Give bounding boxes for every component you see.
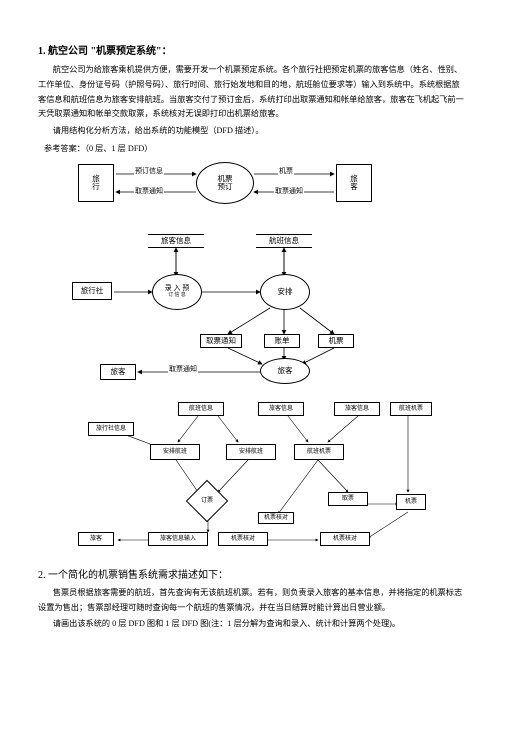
dfd2-n3b: 旅客信息 — [334, 402, 380, 416]
section1-number: 1. — [38, 46, 46, 57]
dfd1-p3: 旅客 — [260, 358, 310, 384]
section2-para1: 售票员根据旅客需要的航班，首先查询有无该航班机票。若有，则负责录入旅客的基本信息… — [38, 586, 467, 616]
dfd1-p1-l2: 订 信 息 — [168, 293, 186, 299]
dfd1-store1-label: 旅客信息 — [161, 237, 191, 245]
dfd1-ea: 取票通知 — [206, 337, 236, 345]
dfd0-diagram: 旅 行 机票 预订 旅 客 预订信息 取票通知 机票 取票通知 — [78, 160, 378, 218]
dfd2-n9: 旅客信息输入 — [148, 532, 208, 546]
dfd1-ec: 机票 — [329, 337, 344, 345]
dfd0-edge3: 机票 — [278, 166, 294, 176]
dfd1-edge-a: 取票通知 — [200, 334, 242, 348]
dfd1-ext1: 旅行社 — [72, 282, 112, 300]
dfd2-n11: 旅客 — [78, 532, 114, 546]
dfd0-proc-l2: 预订 — [218, 183, 233, 191]
section2-number: 2. — [38, 570, 46, 581]
dfd1-edge-b: 账单 — [264, 334, 300, 348]
section1-para1: 航空公司为给旅客乘机提供方便，需要开发一个机票预定系统。各个旅行社把预定机票的旅… — [38, 63, 467, 122]
dfd1-p1-l1: 录 入 预 — [165, 285, 190, 293]
dfd2-diagram: 旅行社信息 航班信息 旅客信息 旅客信息 航班机票 安排航班 安排航班 航班机票… — [58, 392, 438, 562]
section2-para2: 请画出该系统的 0 层 DFD 图和 1 层 DFD 图(注：1 层分解为查询和… — [38, 617, 467, 632]
answer-label: 参考答案：（0 层、1 层 DFD） — [44, 142, 467, 154]
dfd1-eb: 账单 — [275, 337, 290, 345]
dfd1-store1: 旅客信息 — [148, 234, 204, 248]
section1-para2: 请用结构化分析方法，给出系统的功能模型（DFD 描述）。 — [38, 124, 467, 139]
dfd2-n10: 机票核对 — [218, 532, 268, 546]
dfd1-edge-d: 取票通知 — [168, 364, 198, 374]
dfd1-diagram: 旅客信息 航班信息 旅行社 录 入 预 订 信 息 安排 取票通知 账单 机票 … — [68, 226, 388, 386]
dfd1-p3-label: 旅客 — [278, 367, 293, 375]
section1-title-pre: 航空公司 — [48, 46, 88, 57]
dfd2-n6: 订票 — [200, 495, 214, 504]
dfd2-n10c: 机票核对 — [320, 532, 370, 546]
dfd2-n8: 机票 — [396, 494, 426, 510]
section2-title: 一个简化的机票销售系统需求描述如下： — [48, 570, 228, 581]
section2-heading: 2. 一个简化的机票销售系统需求描述如下： — [38, 566, 467, 581]
dfd1-store2-label: 航班信息 — [269, 237, 299, 245]
dfd2-n4t: 航班机票 — [390, 402, 432, 416]
section1-heading: 1. 航空公司 "机票预定系统"： — [38, 42, 467, 57]
dfd1-ext1-label: 旅行社 — [81, 287, 104, 295]
dfd0-ext1-l2: 行 — [92, 183, 100, 191]
dfd2-n2: 航班信息 — [178, 402, 224, 416]
dfd0-process: 机票 预订 — [196, 162, 254, 204]
dfd1-ext2-label: 旅客 — [111, 368, 126, 376]
dfd1-store2: 航班信息 — [256, 234, 312, 248]
dfd2-n3: 旅客信息 — [258, 402, 304, 416]
dfd0-edge4: 取票通知 — [274, 186, 304, 196]
dfd0-external1: 旅 行 — [78, 164, 114, 202]
dfd2-n5b: 安排航班 — [226, 444, 276, 460]
dfd2-n10b: 机票核对 — [258, 512, 294, 524]
dfd0-edge1: 预订信息 — [134, 166, 164, 176]
dfd1-p2-label: 安排 — [278, 288, 293, 296]
dfd1-p1: 录 入 预 订 信 息 — [152, 274, 202, 310]
dfd0-external2: 旅 客 — [336, 164, 372, 202]
dfd1-p2: 安排 — [260, 274, 310, 310]
section1-title-quoted: "机票预定系统"： — [91, 46, 172, 57]
dfd1-edge-c: 机票 — [318, 334, 354, 348]
dfd0-ext2-l2: 客 — [350, 183, 358, 191]
dfd2-n1: 旅行社信息 — [88, 422, 134, 436]
dfd2-n7: 取票 — [328, 492, 368, 506]
dfd2-n5: 安排航班 — [150, 444, 200, 460]
dfd1-ext2: 旅客 — [100, 364, 136, 380]
dfd2-n4: 航班机票 — [294, 444, 344, 460]
dfd0-edge2: 取票通知 — [134, 186, 164, 196]
